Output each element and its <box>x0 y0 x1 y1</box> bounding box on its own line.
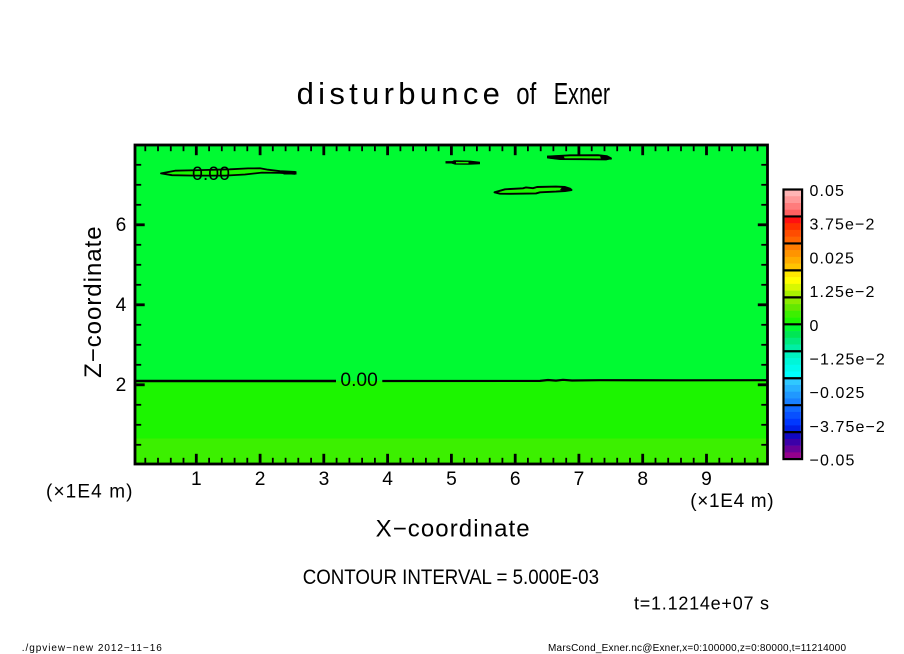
svg-text:MarsCond_Exner.nc@Exner,x=0:10: MarsCond_Exner.nc@Exner,x=0:100000,z=0:8… <box>548 643 846 654</box>
svg-text:0: 0 <box>810 318 820 335</box>
svg-text:−0.05: −0.05 <box>810 453 856 470</box>
svg-text:3.75e−2: 3.75e−2 <box>810 217 876 234</box>
svg-text:8: 8 <box>637 469 648 490</box>
svg-text:X−coordinate: X−coordinate <box>376 516 530 543</box>
svg-text:4: 4 <box>382 469 393 490</box>
svg-text:./gpview−new 2012−11−16: ./gpview−new 2012−11−16 <box>22 643 162 654</box>
svg-text:disturbunce: disturbunce <box>297 76 500 111</box>
svg-text:−1.25e−2: −1.25e−2 <box>810 352 886 369</box>
svg-text:3: 3 <box>319 469 330 490</box>
svg-text:6: 6 <box>116 215 127 236</box>
svg-text:7: 7 <box>574 469 585 490</box>
svg-text:2: 2 <box>116 375 127 396</box>
svg-text:0.05: 0.05 <box>810 183 846 200</box>
svg-text:CONTOUR INTERVAL = 5.000E-03: CONTOUR INTERVAL = 5.000E-03 <box>303 566 599 589</box>
svg-text:0.025: 0.025 <box>810 250 856 267</box>
svg-text:5: 5 <box>446 469 457 490</box>
svg-text:9: 9 <box>701 469 712 490</box>
svg-text:6: 6 <box>510 469 521 490</box>
svg-text:(×1E4 m): (×1E4 m) <box>46 481 133 502</box>
svg-text:Exner: Exner <box>554 76 610 111</box>
svg-text:0.00: 0.00 <box>192 163 230 185</box>
svg-text:(×1E4 m): (×1E4 m) <box>690 491 773 512</box>
svg-text:0.00: 0.00 <box>340 369 378 391</box>
svg-text:2: 2 <box>255 469 266 490</box>
svg-text:t=1.1214e+07 s: t=1.1214e+07 s <box>634 594 769 614</box>
svg-text:−0.025: −0.025 <box>810 385 866 402</box>
svg-text:1: 1 <box>191 469 202 490</box>
svg-text:4: 4 <box>116 295 127 316</box>
svg-text:−3.75e−2: −3.75e−2 <box>810 419 886 436</box>
svg-text:of: of <box>516 76 536 111</box>
svg-text:Z−coordinate: Z−coordinate <box>80 226 107 378</box>
svg-text:1.25e−2: 1.25e−2 <box>810 284 876 301</box>
